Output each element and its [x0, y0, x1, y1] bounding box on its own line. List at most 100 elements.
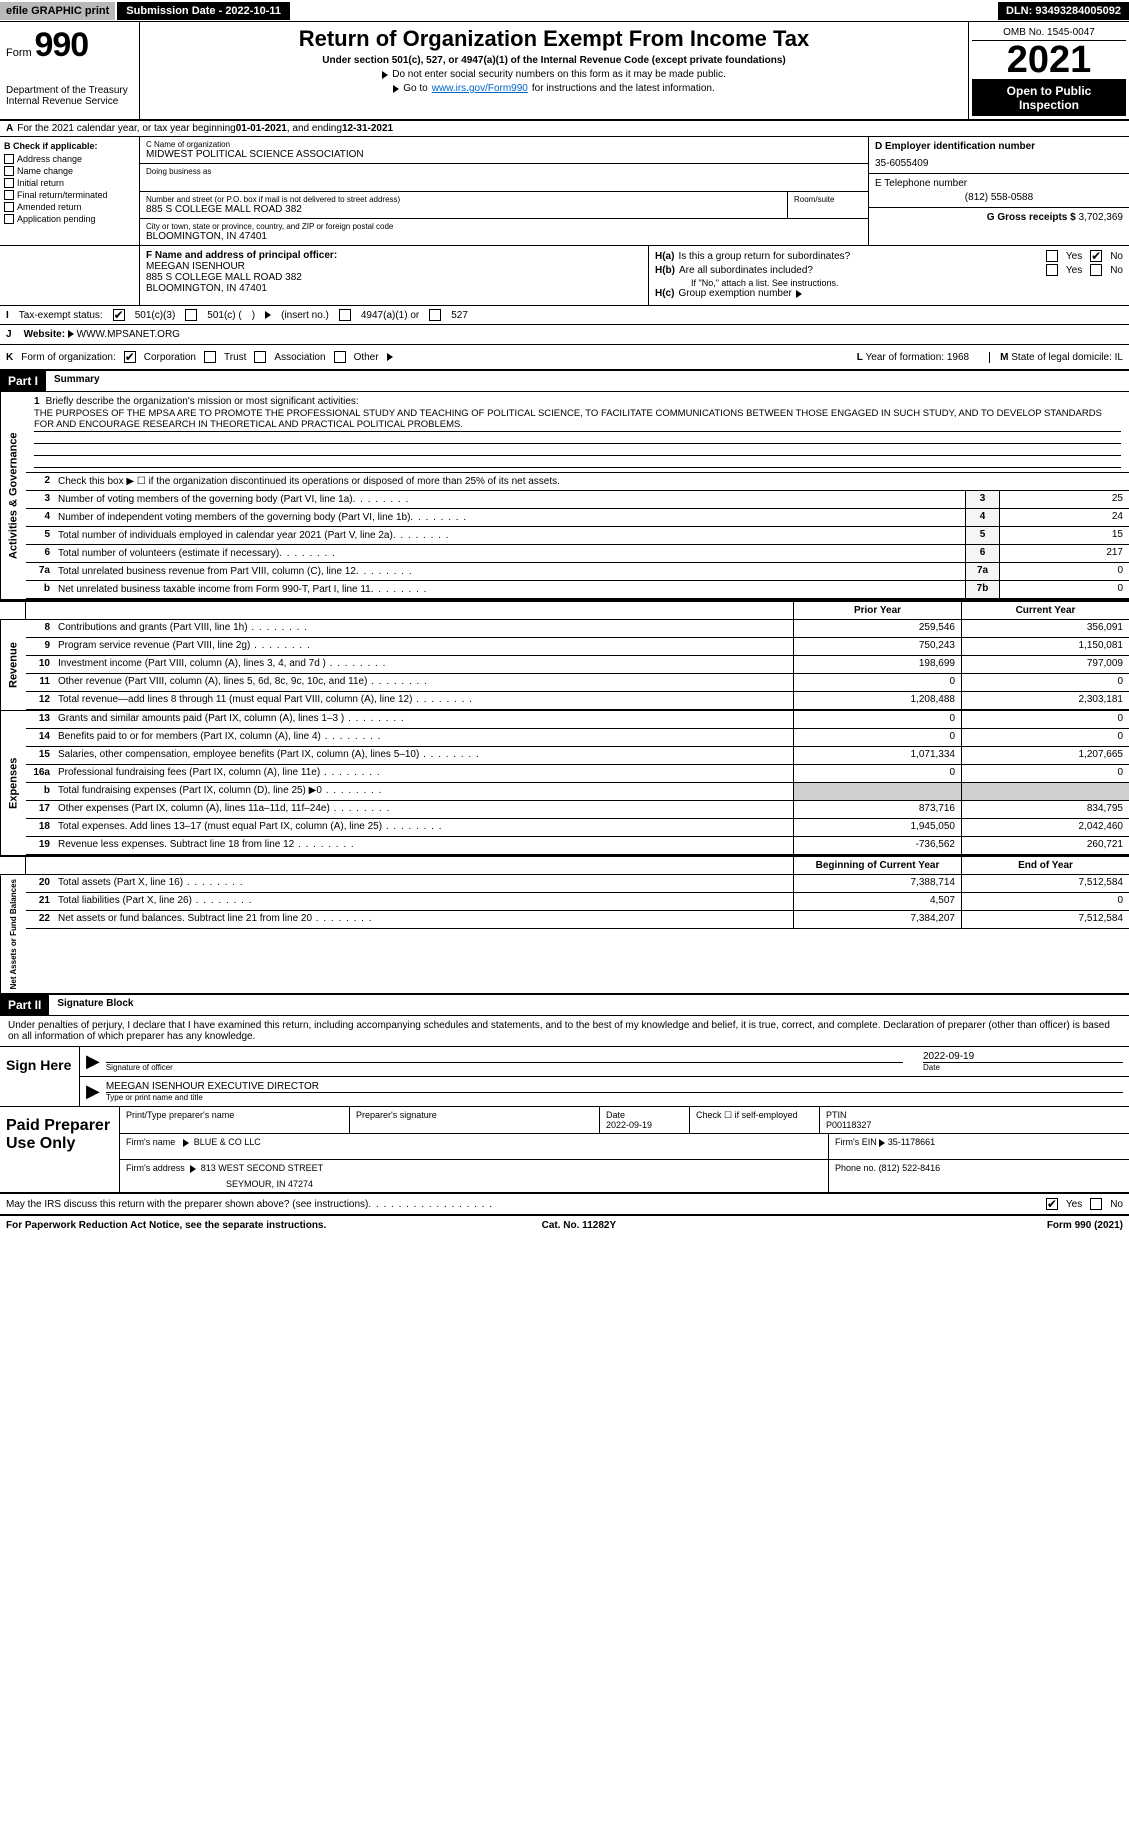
- part1-header-row: Part I Summary: [0, 371, 1129, 392]
- fin-row: 17 Other expenses (Part IX, column (A), …: [26, 801, 1129, 819]
- hb-label: H(b): [655, 265, 675, 276]
- row-box: 5: [965, 527, 999, 544]
- g-label: G Gross receipts $: [987, 212, 1076, 223]
- exp-content: 13 Grants and similar amounts paid (Part…: [26, 711, 1129, 855]
- opt-assoc: Association: [274, 352, 325, 363]
- ha-yesno: Yes No: [1046, 250, 1123, 262]
- row-num: 17: [26, 801, 54, 818]
- arrow-icon: [190, 1165, 196, 1173]
- chk-final[interactable]: Final return/terminated: [4, 190, 135, 200]
- row-prior: [793, 783, 961, 800]
- chk-527[interactable]: [429, 309, 441, 321]
- efile-prefix: efile: [6, 5, 28, 17]
- may-irs-yesno: Yes No: [1046, 1198, 1123, 1210]
- tax-year: 2021: [972, 41, 1126, 80]
- hb-no[interactable]: [1090, 264, 1102, 276]
- firm-addr1: 813 WEST SECOND STREET: [201, 1163, 323, 1173]
- exp-block: Expenses 13 Grants and similar amounts p…: [0, 711, 1129, 856]
- chk-amended[interactable]: Amended return: [4, 202, 135, 212]
- i-text: Tax-exempt status:: [19, 310, 103, 321]
- dept-treasury: Department of the Treasury: [6, 85, 133, 96]
- ag-row: 4 Number of independent voting members o…: [26, 509, 1129, 527]
- hdr-current: Current Year: [961, 602, 1129, 619]
- submission-date-button[interactable]: Submission Date - 2022-10-11: [117, 2, 290, 20]
- sign-here-label: Sign Here: [0, 1047, 80, 1106]
- row-current: 1,207,665: [961, 747, 1129, 764]
- hdr-prior: Prior Year: [793, 602, 961, 619]
- dots: [368, 1199, 493, 1210]
- opt-insert: (insert no.): [281, 310, 329, 321]
- chk-501c[interactable]: [185, 309, 197, 321]
- hc-line: H(c) Group exemption number: [655, 288, 1123, 299]
- date-label: Date: [923, 1062, 1123, 1072]
- row-current: 2,303,181: [961, 692, 1129, 709]
- row-desc: Benefits paid to or for members (Part IX…: [54, 729, 793, 746]
- fin-row: 14 Benefits paid to or for members (Part…: [26, 729, 1129, 747]
- chk-trust[interactable]: [204, 351, 216, 363]
- row-num: 8: [26, 620, 54, 637]
- row-num: 9: [26, 638, 54, 655]
- row-desc: Net assets or fund balances. Subtract li…: [54, 911, 793, 928]
- chk-4947[interactable]: [339, 309, 351, 321]
- may-irs-text: May the IRS discuss this return with the…: [6, 1199, 368, 1210]
- ha-yes[interactable]: [1046, 250, 1058, 262]
- row-desc: Total revenue—add lines 8 through 11 (mu…: [54, 692, 793, 709]
- arrow-icon: [265, 311, 271, 319]
- row-box: 7b: [965, 581, 999, 598]
- firm-ein: 35-1178661: [888, 1137, 935, 1147]
- chk-assoc[interactable]: [254, 351, 266, 363]
- chk-other[interactable]: [334, 351, 346, 363]
- na-block: Net Assets or Fund Balances 20 Total ass…: [0, 875, 1129, 995]
- sign-right: ▶ Signature of officer 2022-09-19 Date ▶…: [80, 1047, 1129, 1106]
- arrow-icon: [387, 353, 393, 361]
- gross-receipts: 3,702,369: [1079, 212, 1124, 223]
- row-val: 24: [999, 509, 1129, 526]
- prep-name-label: Print/Type preparer's name: [126, 1110, 343, 1120]
- chk-501c3[interactable]: [113, 309, 125, 321]
- fin-row: b Total fundraising expenses (Part IX, c…: [26, 783, 1129, 801]
- row-desc: Net unrelated business taxable income fr…: [54, 581, 965, 598]
- title-sub3-row: Go to www.irs.gov/Form990 for instructio…: [150, 83, 958, 94]
- may-yes[interactable]: [1046, 1198, 1058, 1210]
- row-desc: Total unrelated business revenue from Pa…: [54, 563, 965, 580]
- e-label: E Telephone number: [875, 178, 1123, 189]
- chk-pending[interactable]: Application pending: [4, 214, 135, 224]
- chk-corp[interactable]: [124, 351, 136, 363]
- mission-body: THE PURPOSES OF THE MPSA ARE TO PROMOTE …: [34, 407, 1121, 432]
- hdr-end: End of Year: [961, 857, 1129, 874]
- row-num: 3: [26, 491, 54, 508]
- row-num: b: [26, 581, 54, 598]
- row-box: 6: [965, 545, 999, 562]
- row-desc: Other expenses (Part IX, column (A), lin…: [54, 801, 793, 818]
- col-b-blank: [0, 246, 140, 305]
- check-self-emp: Check ☐ if self-employed: [690, 1107, 820, 1133]
- hb-yes[interactable]: [1046, 264, 1058, 276]
- may-no[interactable]: [1090, 1198, 1102, 1210]
- chk-name[interactable]: Name change: [4, 166, 135, 176]
- footer-right: Form 990 (2021): [1047, 1220, 1123, 1231]
- sig-date: 2022-09-19: [923, 1051, 1123, 1062]
- mission-blank: [34, 432, 1121, 444]
- row-prior: 4,507: [793, 893, 961, 910]
- officer-name-value: MEEGAN ISENHOUR EXECUTIVE DIRECTOR: [106, 1081, 1123, 1092]
- row-val: 15: [999, 527, 1129, 544]
- declaration-text: Under penalties of perjury, I declare th…: [0, 1016, 1129, 1047]
- na-header: Beginning of Current Year End of Year: [0, 856, 1129, 875]
- row-num: 10: [26, 656, 54, 673]
- street-label: Number and street (or P.O. box if mail i…: [146, 195, 781, 204]
- chk-address[interactable]: Address change: [4, 154, 135, 164]
- c-city-block: City or town, state or province, country…: [140, 219, 868, 245]
- row-num: 20: [26, 875, 54, 892]
- row-num: b: [26, 783, 54, 800]
- irs-link[interactable]: www.irs.gov/Form990: [432, 83, 528, 94]
- q1-text: Briefly describe the organization's miss…: [46, 396, 359, 407]
- e-block: E Telephone number (812) 558-0588: [869, 174, 1129, 208]
- officer-name: MEEGAN ISENHOUR: [146, 261, 642, 272]
- row-current: [961, 783, 1129, 800]
- col-f: F Name and address of principal officer:…: [140, 246, 649, 305]
- opt-4947: 4947(a)(1) or: [361, 310, 419, 321]
- row-current: 797,009: [961, 656, 1129, 673]
- ha-no[interactable]: [1090, 250, 1102, 262]
- officer-name-row: ▶ MEEGAN ISENHOUR EXECUTIVE DIRECTOR Typ…: [80, 1077, 1129, 1106]
- chk-initial[interactable]: Initial return: [4, 178, 135, 188]
